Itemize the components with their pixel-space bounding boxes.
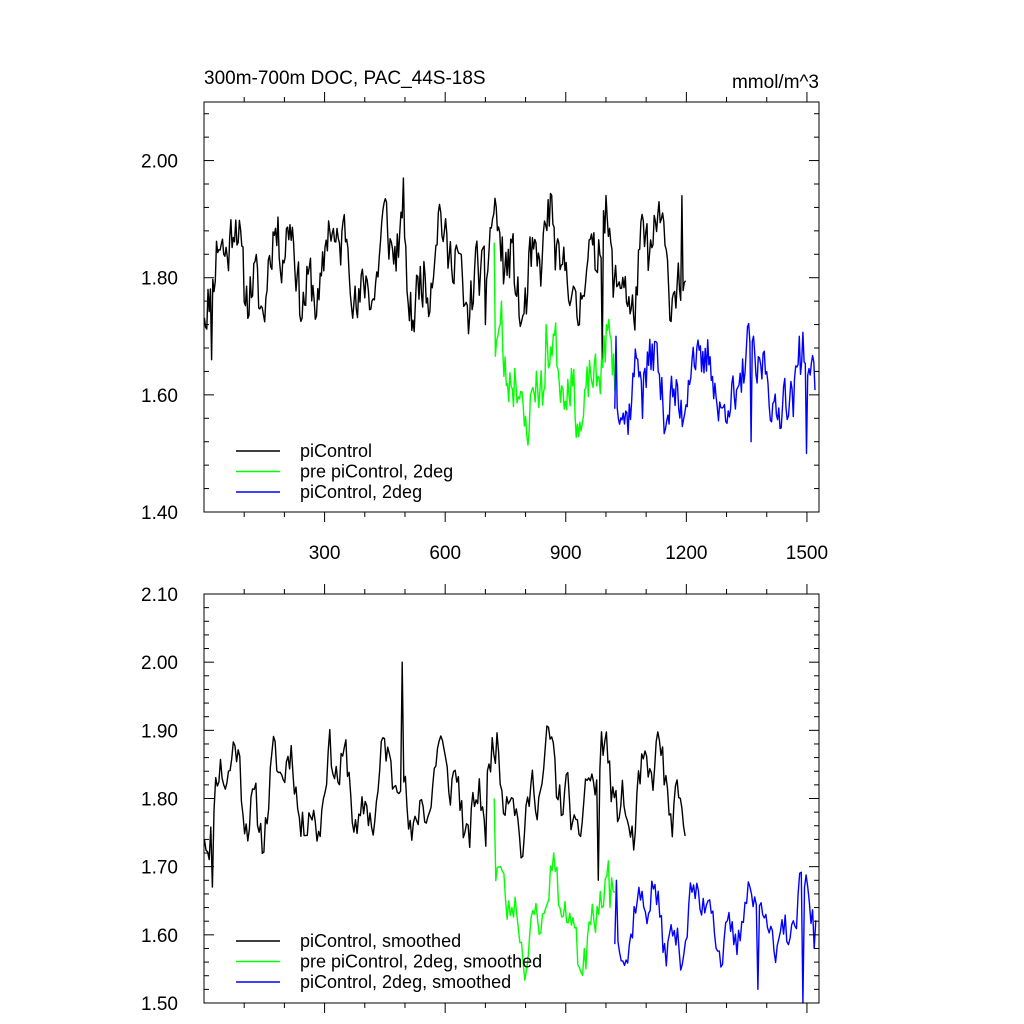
y-tick-label-0-0: 1.40	[141, 503, 178, 524]
series-line-0-2	[614, 322, 816, 455]
x-tick-label-0-0: 300	[309, 543, 341, 564]
series-line-1-1	[493, 798, 616, 981]
x-tick-label-0-3: 1200	[665, 543, 707, 564]
legend-label-1-1: pre piControl, 2deg, smoothed	[300, 952, 542, 972]
y-tick-label-1-3: 1.80	[141, 790, 178, 811]
y-tick-label-1-1: 1.60	[141, 926, 178, 947]
y-tick-label-1-2: 1.70	[141, 858, 178, 879]
bottom-panel: 1.50 1.60 1.70 1.80 1.90 2.00 2.10 piControl, s…	[141, 584, 820, 1015]
legend-label-1-2: piControl, 2deg, smoothed	[300, 972, 511, 992]
y-tick-label-0-3: 2.00	[141, 152, 178, 173]
x-tick-label-0-2: 900	[550, 543, 582, 564]
series-line-0-1	[493, 242, 616, 446]
chart-units: mmol/m^3	[732, 72, 819, 93]
y-tick-label-1-0: 1.50	[141, 994, 178, 1015]
y-tick-label-1-5: 2.00	[141, 653, 178, 674]
y-tick-label-0-1: 1.60	[141, 386, 178, 407]
plot-frame-0	[203, 101, 820, 513]
y-tick-label-0-2: 1.80	[141, 269, 178, 290]
x-tick-label-0-1: 600	[429, 543, 461, 564]
top-panel: 1.40 1.60 1.80 2.00 300 600 900 1200 1500 300m-70…	[141, 68, 828, 564]
legend-label-1-0: piControl, smoothed	[300, 931, 461, 951]
x-tick-label-0-4: 1500	[786, 543, 828, 564]
y-tick-label-1-6: 2.10	[141, 585, 178, 606]
legend-label-0-2: piControl, 2deg	[300, 482, 422, 502]
legend-label-0-0: piControl	[300, 441, 372, 461]
series-line-1-0	[203, 661, 686, 888]
series-line-0-0	[203, 177, 687, 361]
legend-label-0-1: pre piControl, 2deg	[300, 462, 453, 482]
chart-title: 300m-700m DOC, PAC_44S-18S	[204, 68, 486, 89]
series-line-1-2	[614, 871, 817, 1004]
y-tick-label-1-4: 1.90	[141, 721, 178, 742]
